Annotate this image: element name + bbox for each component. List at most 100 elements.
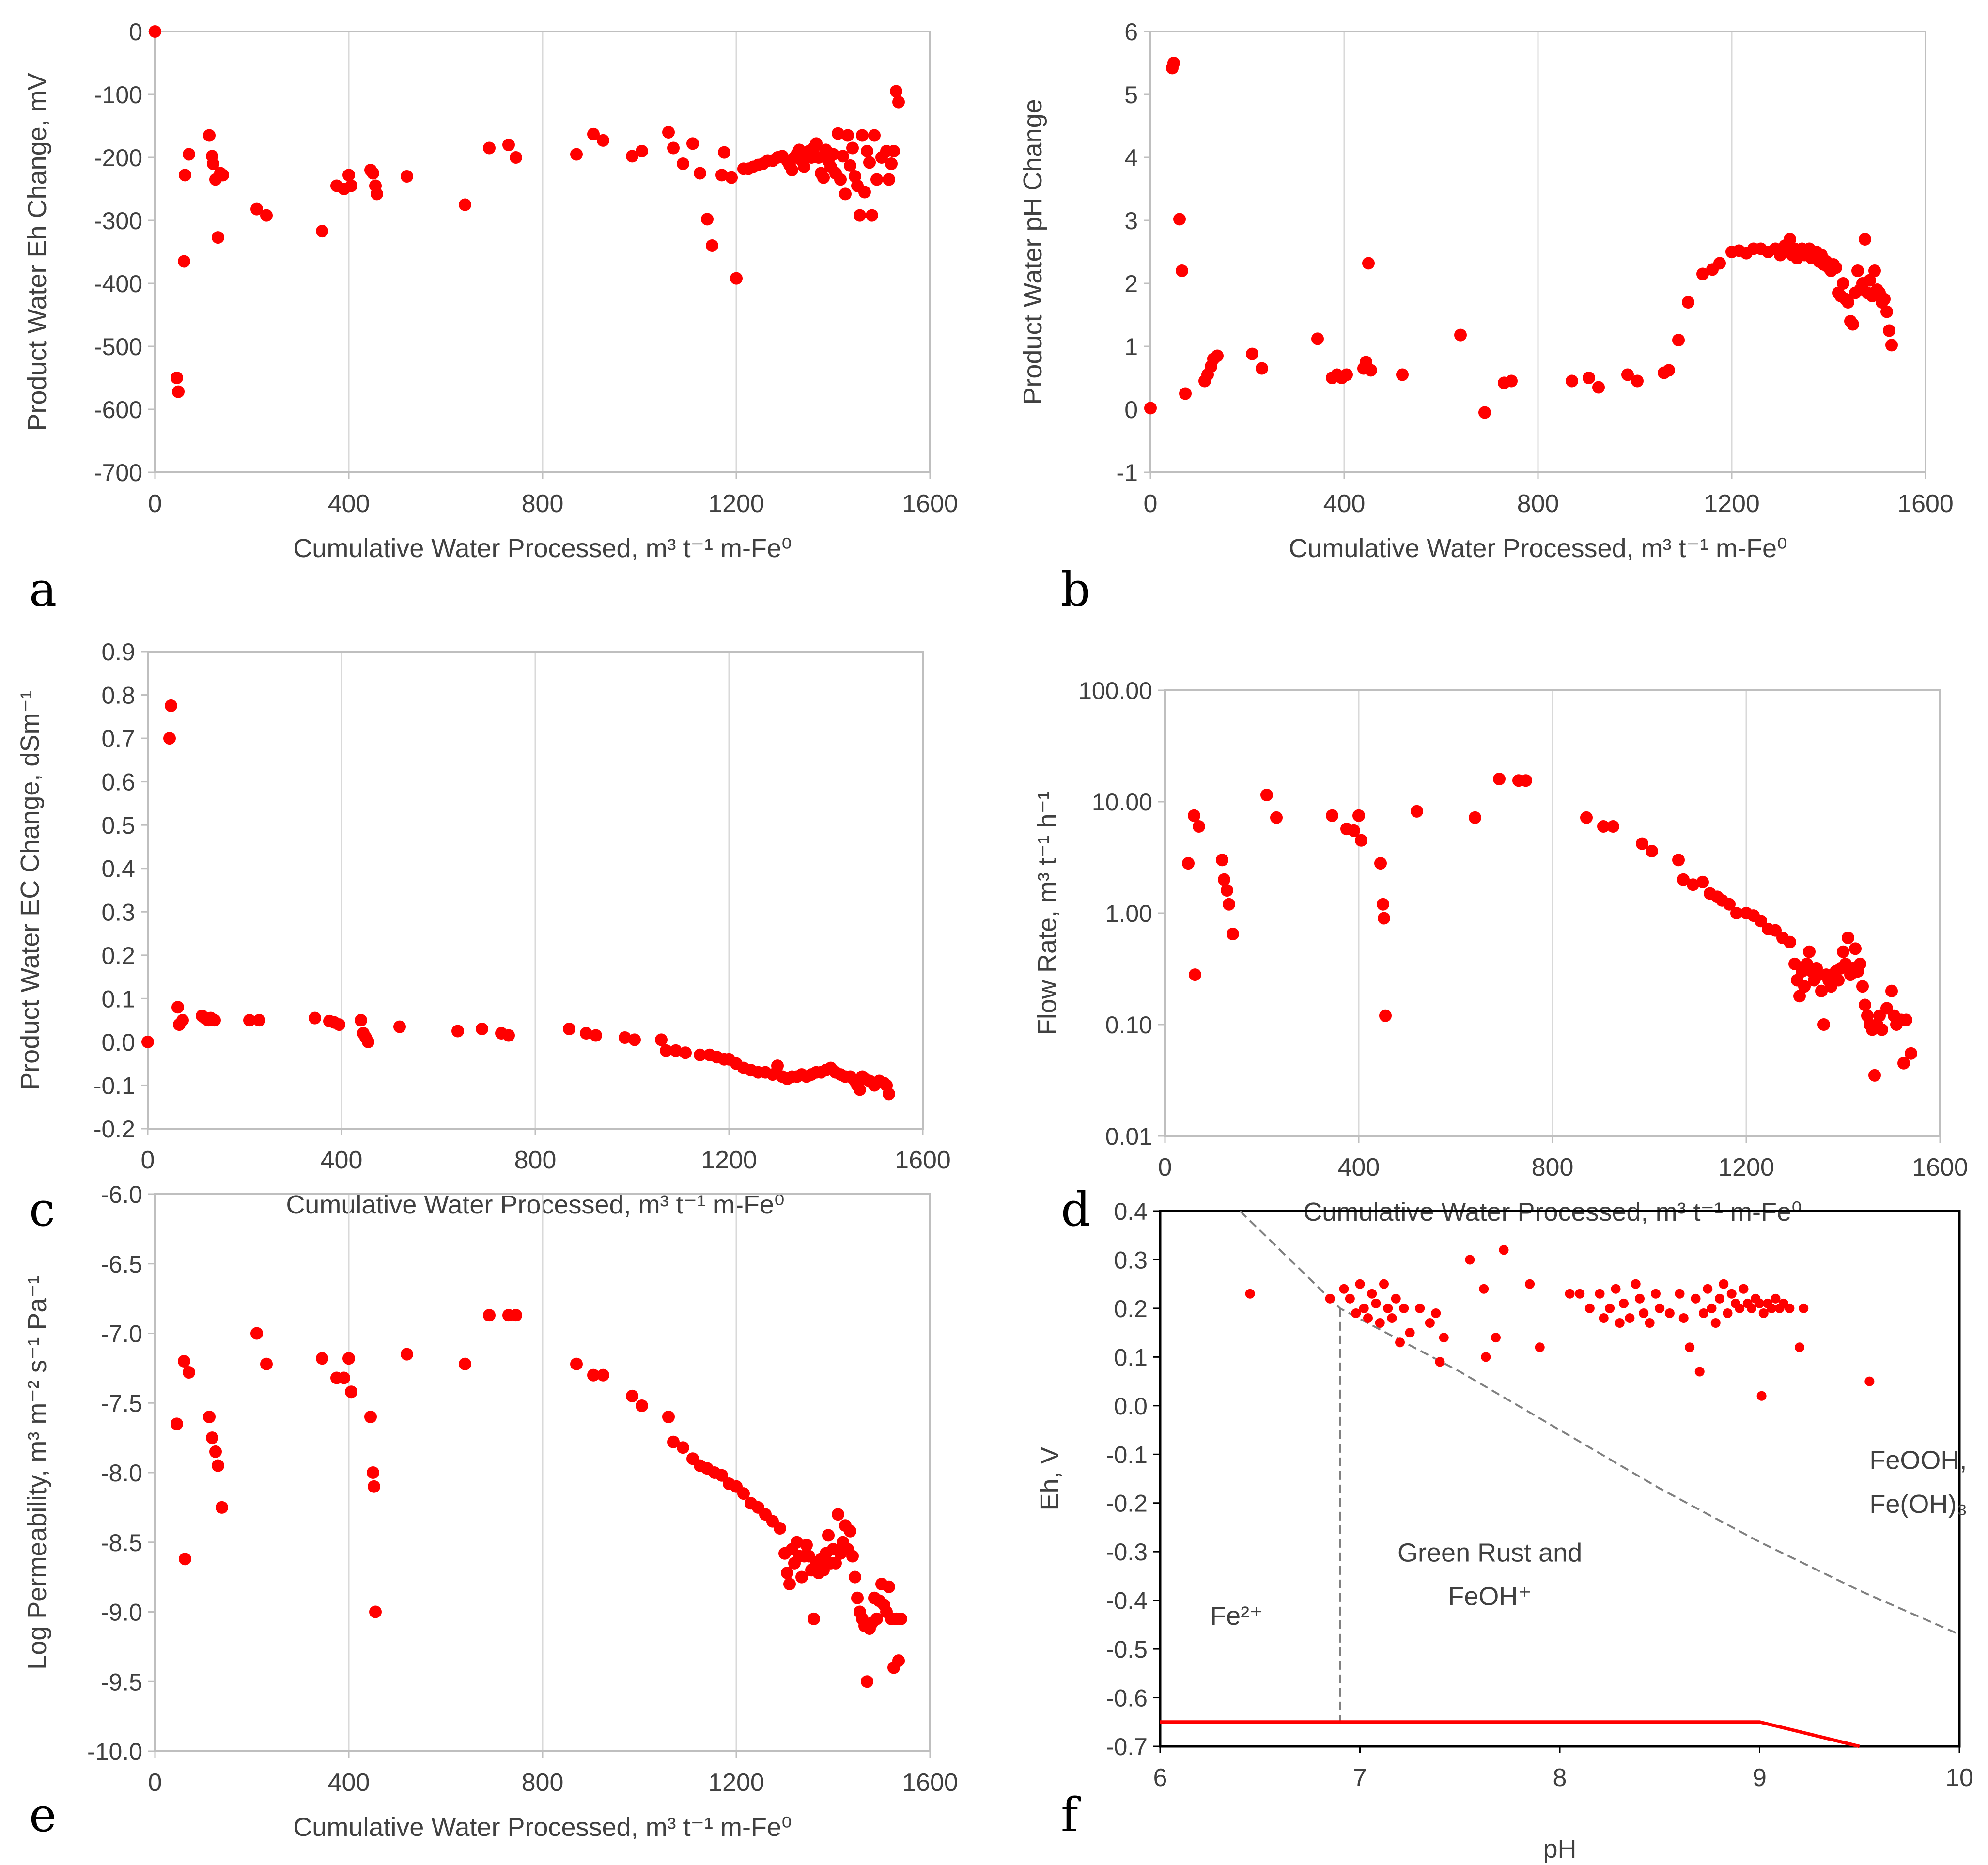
x-tick-label: 400: [321, 1146, 363, 1174]
data-point: [725, 171, 738, 184]
y-axis-title: Product Water EC Change, dSm⁻¹: [16, 690, 45, 1090]
data-point: [1311, 332, 1324, 345]
data-point: [1799, 1303, 1809, 1313]
data-point: [1784, 935, 1796, 948]
data-point: [459, 198, 471, 211]
y-tick-label: 0.3: [1114, 1246, 1148, 1274]
data-point: [1815, 984, 1828, 997]
x-tick-label: 1600: [895, 1146, 951, 1174]
data-point: [243, 1014, 256, 1027]
data-point: [841, 129, 854, 142]
data-point: [1352, 809, 1365, 822]
data-point: [1651, 1289, 1661, 1299]
data-point: [1798, 980, 1811, 993]
boundary-dashed-curve: [1239, 1210, 1960, 1635]
x-tick-label: 400: [1338, 1153, 1380, 1181]
data-point: [1221, 884, 1233, 897]
region-label-feooh: FeOOH,: [1869, 1445, 1967, 1475]
y-tick-label: 0.3: [101, 899, 135, 926]
data-point: [1387, 1313, 1397, 1323]
data-point: [502, 139, 515, 151]
data-point: [1735, 1303, 1745, 1313]
data-point: [1696, 875, 1709, 888]
data-point: [849, 1570, 861, 1584]
data-point: [1595, 1289, 1605, 1299]
panel-letter-e: e: [29, 1788, 57, 1842]
data-point: [1592, 381, 1605, 394]
panel-letter-c: c: [29, 1182, 55, 1237]
y-tick-label: -0.2: [1106, 1490, 1148, 1517]
data-point: [883, 1088, 895, 1101]
data-point: [1478, 406, 1491, 419]
data-point: [1189, 968, 1201, 981]
x-tick-label: 800: [522, 490, 564, 518]
y-tick-label: 0.0: [1114, 1393, 1148, 1420]
y-tick-label: -8.0: [101, 1460, 142, 1487]
data-point: [393, 1020, 406, 1033]
data-point: [587, 127, 600, 140]
data-point: [1454, 328, 1467, 342]
data-point: [502, 1029, 515, 1042]
x-tick-label: 9: [1753, 1764, 1767, 1792]
data-point: [1363, 1313, 1373, 1323]
x-tick-label: 1200: [1704, 490, 1760, 518]
data-point: [253, 1014, 265, 1027]
data-point: [1611, 1284, 1621, 1294]
data-point: [1859, 998, 1871, 1011]
data-point: [367, 1466, 379, 1479]
data-point: [1756, 1391, 1767, 1401]
data-point: [662, 1411, 675, 1423]
data-point: [844, 159, 856, 172]
data-point: [1351, 1308, 1361, 1318]
y-axis-title: Eh, V: [1035, 1446, 1064, 1510]
y-tick-label: 0.2: [1114, 1295, 1148, 1322]
data-point: [1713, 257, 1726, 270]
data-point: [1842, 296, 1854, 309]
panel-f: -0.7 -0.6 -0.5 -0.4 -0.3 -0.2 -0.1 0.0 0.1 0.2 0.3…: [1035, 1198, 1973, 1864]
x-tick-label: 1200: [701, 1146, 757, 1174]
x-axis-title: Cumulative Water Processed, m³ t⁻¹ m-Fe⁰: [293, 1813, 792, 1842]
data-point: [655, 1033, 668, 1046]
data-point: [510, 1309, 522, 1322]
y-tick-label: 0: [1124, 396, 1138, 423]
data-point: [1218, 873, 1230, 886]
data-point: [1837, 277, 1849, 290]
x-tick-label: 800: [514, 1146, 557, 1174]
data-point: [1326, 809, 1338, 822]
data-point: [367, 167, 379, 180]
x-tick-label: 800: [522, 1769, 564, 1797]
y-tick-label: 0.2: [101, 942, 135, 969]
data-point: [570, 1357, 583, 1370]
data-point: [856, 129, 869, 142]
data-point: [822, 1529, 835, 1542]
data-point: [207, 157, 219, 170]
data-point: [1631, 1279, 1641, 1289]
data-point: [1699, 1308, 1708, 1318]
data-point: [669, 1044, 682, 1057]
data-point: [179, 169, 191, 182]
data-point: [1631, 374, 1644, 388]
x-axis-title: Cumulative Water Processed, m³ t⁻¹ m-Fe⁰: [1289, 534, 1787, 563]
data-point: [1371, 1298, 1381, 1308]
data-point: [783, 1578, 796, 1590]
y-tick-label: -0.6: [1106, 1685, 1148, 1712]
data-point: [1696, 267, 1709, 280]
data-point: [1355, 834, 1367, 847]
data-point: [179, 1553, 191, 1566]
y-tick-label: -400: [94, 270, 142, 297]
data-point: [1362, 257, 1375, 270]
data-point: [1847, 318, 1859, 331]
data-point: [364, 1411, 377, 1423]
data-point: [1607, 820, 1619, 833]
data-point: [597, 134, 609, 147]
data-point: [203, 129, 216, 142]
data-point: [1584, 1303, 1595, 1313]
data-point: [786, 164, 798, 176]
data-point: [141, 1035, 154, 1048]
y-tick-label: -600: [94, 396, 142, 423]
data-point: [706, 239, 718, 252]
data-point: [1849, 942, 1862, 955]
data-point: [832, 127, 844, 140]
data-point: [1348, 824, 1360, 837]
